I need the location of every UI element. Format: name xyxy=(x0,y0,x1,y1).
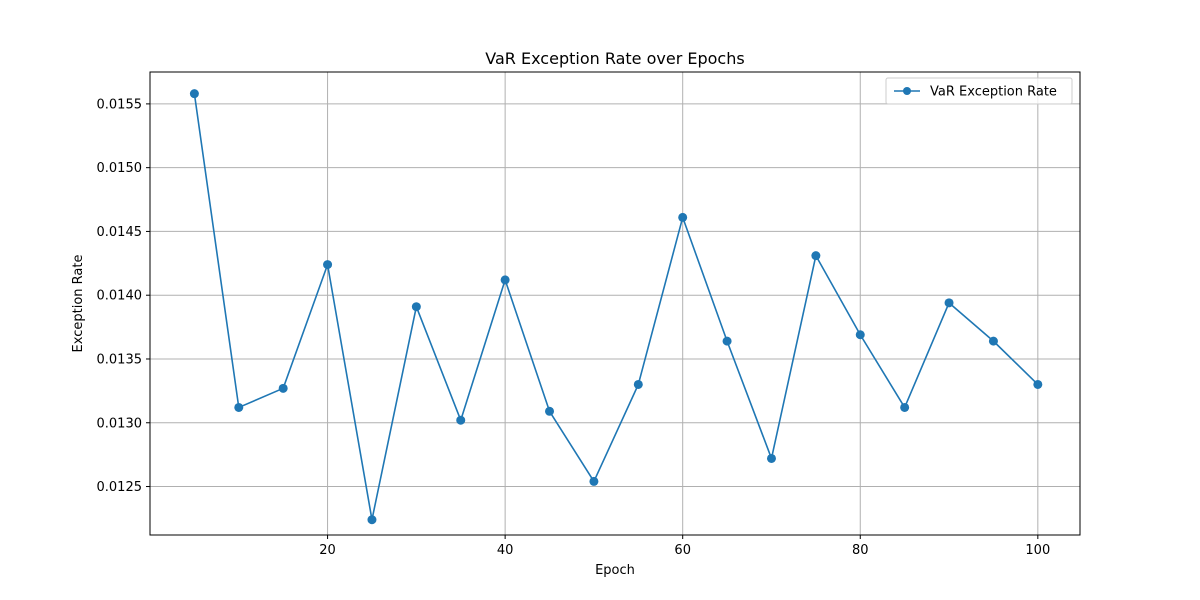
y-tick-label: 0.0140 xyxy=(97,289,143,304)
data-point xyxy=(278,383,288,393)
data-point xyxy=(722,336,732,346)
x-axis-label: Epoch xyxy=(595,563,635,578)
x-tick-label: 100 xyxy=(1025,543,1050,558)
y-tick-label: 0.0125 xyxy=(97,480,143,495)
legend-marker-swatch xyxy=(903,87,911,95)
data-point xyxy=(766,453,776,463)
y-tick-label: 0.0145 xyxy=(97,225,143,240)
series-line xyxy=(193,93,1039,521)
y-tick-label: 0.0155 xyxy=(97,97,143,112)
y-tick-label: 0.0130 xyxy=(97,416,143,431)
series-layer xyxy=(189,89,1043,525)
x-tick-label: 40 xyxy=(497,543,514,558)
x-tick-label: 60 xyxy=(674,543,691,558)
data-point xyxy=(1033,379,1043,389)
data-point xyxy=(545,406,555,416)
data-point xyxy=(855,330,865,340)
data-point xyxy=(323,260,333,270)
data-point xyxy=(367,515,377,525)
data-point xyxy=(500,275,510,285)
legend-box xyxy=(885,77,1073,105)
axis-ticks: 20 40 60 80 100 0.0125 0.0130 0.0135 0.0140 0.014… xyxy=(97,97,1051,558)
x-tick-label: 80 xyxy=(852,543,869,558)
data-point xyxy=(944,298,954,308)
data-point xyxy=(678,212,688,222)
data-point xyxy=(411,302,421,312)
data-point xyxy=(589,476,599,486)
data-point xyxy=(633,379,643,389)
data-point xyxy=(456,415,466,425)
chart-title: VaR Exception Rate over Epochs xyxy=(485,49,744,68)
y-tick-label: 0.0150 xyxy=(97,161,143,176)
legend-label: VaR Exception Rate xyxy=(930,85,1057,100)
grid-lines xyxy=(150,72,1080,535)
data-point xyxy=(234,402,244,412)
data-point xyxy=(189,89,199,99)
y-axis-label: Exception Rate xyxy=(71,255,86,353)
y-tick-label: 0.0135 xyxy=(97,352,143,367)
data-point xyxy=(900,402,910,412)
legend: VaR Exception Rate xyxy=(885,77,1073,105)
data-point xyxy=(988,336,998,346)
data-point xyxy=(811,251,821,261)
x-tick-label: 20 xyxy=(319,543,336,558)
plot-frame xyxy=(149,71,1081,536)
